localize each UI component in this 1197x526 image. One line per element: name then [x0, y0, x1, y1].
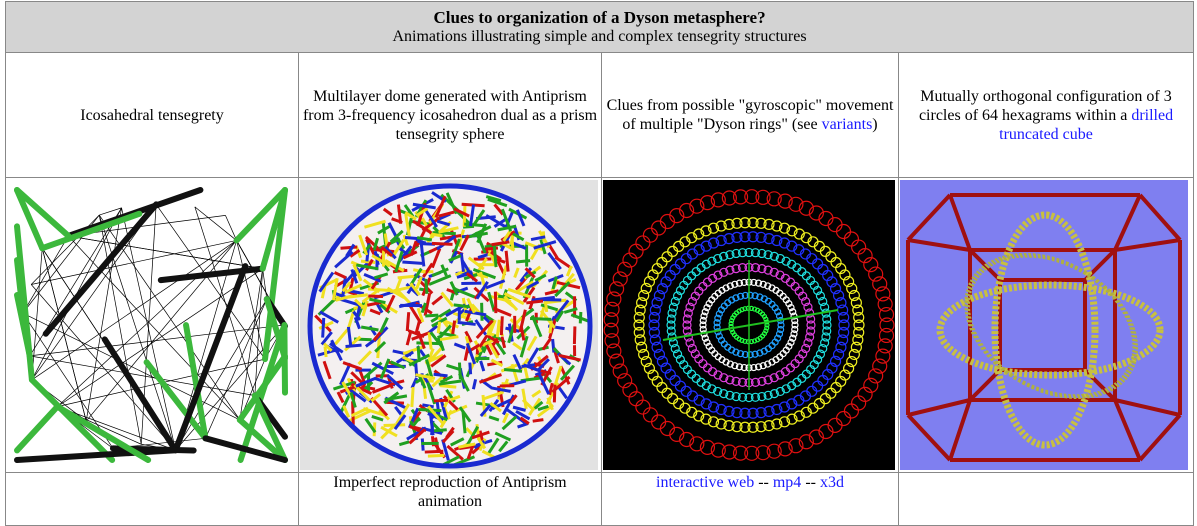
link[interactable]: x3d — [820, 474, 844, 491]
shape — [504, 370, 522, 372]
shape — [530, 318, 551, 319]
shape — [463, 412, 465, 433]
shape — [434, 400, 448, 401]
cube-image — [900, 180, 1188, 470]
shape — [526, 301, 543, 303]
shape — [428, 455, 444, 456]
image-cell — [602, 178, 899, 473]
shape — [470, 363, 471, 375]
image-cell — [899, 178, 1194, 473]
shape — [402, 262, 422, 263]
shape — [516, 261, 530, 262]
image-cell — [299, 178, 602, 473]
shape — [425, 451, 444, 452]
shape — [429, 332, 431, 349]
cell — [899, 473, 1194, 526]
shape — [533, 420, 544, 422]
shape — [407, 312, 408, 331]
shape — [384, 425, 406, 426]
shape — [325, 346, 326, 357]
text: Multilayer dome generated with Antiprism… — [303, 88, 597, 143]
shape — [440, 386, 457, 388]
shape — [553, 339, 554, 352]
text: Icosahedral tensegrety — [80, 107, 223, 124]
shape — [368, 296, 383, 297]
shape — [438, 322, 439, 333]
rings-image — [603, 180, 895, 470]
table: Clues to organization of a Dyson metasph… — [5, 1, 1194, 526]
title: Clues to organization of a Dyson metasph… — [8, 8, 1191, 27]
shape — [506, 251, 508, 272]
shape — [425, 315, 438, 316]
shape — [554, 385, 555, 403]
image-cell — [6, 178, 299, 473]
shape — [416, 343, 440, 344]
text: -- — [754, 474, 773, 491]
cell: Clues from possible "gyroscopic" movemen… — [602, 53, 899, 178]
shape — [580, 312, 581, 323]
cell: interactive web -- mp4 -- x3d — [602, 473, 899, 526]
shape — [358, 306, 360, 316]
shape — [494, 246, 496, 267]
shape — [545, 302, 546, 312]
shape — [464, 224, 486, 226]
shape — [432, 243, 453, 244]
shape — [412, 387, 413, 407]
subtitle: Animations illustrating simple and compl… — [392, 28, 806, 45]
cell: Multilayer dome generated with Antiprism… — [299, 53, 602, 178]
shape — [459, 363, 460, 380]
shape — [323, 318, 324, 338]
dome-image — [300, 180, 598, 470]
shape — [473, 379, 475, 389]
shape — [458, 322, 476, 324]
shape — [454, 305, 471, 307]
header-cell: Clues to organization of a Dyson metasph… — [6, 2, 1194, 53]
tensegrity-image — [7, 180, 295, 470]
shape — [430, 234, 443, 236]
shape — [433, 430, 447, 431]
link[interactable]: variants — [822, 116, 873, 133]
link[interactable]: mp4 — [773, 474, 801, 491]
shape — [434, 374, 448, 376]
shape — [426, 279, 427, 294]
shape — [900, 180, 1188, 470]
link[interactable]: interactive web — [656, 474, 754, 491]
cell: Mutually orthogonal configuration of 3 c… — [899, 53, 1194, 178]
shape — [501, 316, 502, 335]
text: ) — [872, 116, 877, 133]
cell — [6, 473, 299, 526]
text: -- — [801, 474, 820, 491]
cell: Icosahedral tensegrety — [6, 53, 299, 178]
text: Imperfect reproduction of Antiprism anim… — [333, 474, 566, 510]
shape — [512, 236, 513, 250]
shape — [550, 320, 551, 333]
shape — [346, 345, 362, 346]
cell: Imperfect reproduction of Antiprism anim… — [299, 473, 602, 526]
shape — [341, 247, 358, 248]
shape — [497, 320, 499, 337]
